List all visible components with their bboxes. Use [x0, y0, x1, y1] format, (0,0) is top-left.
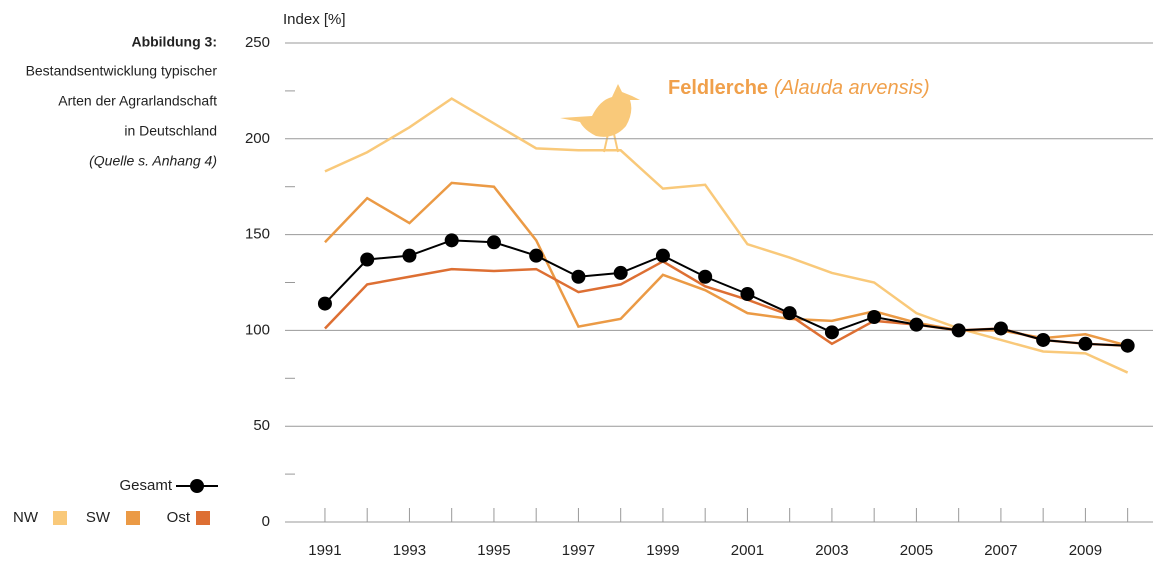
x-tick-label: 2009: [1069, 542, 1102, 559]
marker: [360, 253, 374, 267]
marker: [994, 321, 1008, 335]
y-tick-label: 0: [262, 513, 270, 530]
y-tick-label: 150: [245, 226, 270, 243]
legend-swatch: [53, 511, 67, 525]
x-tick-label: 2003: [815, 542, 848, 559]
x-tick-label: 1995: [477, 542, 510, 559]
caption-line: Bestandsentwicklung typischer: [26, 63, 218, 79]
caption-label: Abbildung 3:: [131, 34, 217, 50]
bird-icon: [560, 84, 640, 152]
title-italic: (Alauda arvensis): [774, 77, 930, 99]
marker: [698, 270, 712, 284]
marker: [1121, 339, 1135, 353]
marker: [740, 287, 754, 301]
x-tick-label: 1993: [393, 542, 426, 559]
x-tick-label: 1991: [308, 542, 341, 559]
x-tick-label: 2001: [731, 542, 764, 559]
y-tick-label: 50: [253, 417, 270, 434]
title-main: Feldlerche: [668, 77, 768, 99]
x-tick-label: 2005: [900, 542, 933, 559]
legend-label: Ost: [167, 509, 191, 526]
marker: [614, 266, 628, 280]
marker: [656, 249, 670, 263]
y-axis-label: Index [%]: [283, 11, 346, 28]
marker: [571, 270, 585, 284]
x-tick-label: 1999: [646, 542, 679, 559]
y-tick-label: 250: [245, 34, 270, 51]
series-line: [325, 183, 1128, 346]
legend-swatch: [126, 511, 140, 525]
marker: [867, 310, 881, 324]
marker: [1036, 333, 1050, 347]
x-tick-label: 1997: [562, 542, 595, 559]
marker: [402, 249, 416, 263]
legend-swatch: [190, 479, 204, 493]
marker: [783, 306, 797, 320]
legend-label: Gesamt: [119, 477, 172, 494]
x-tick-label: 2007: [984, 542, 1017, 559]
chart: Abbildung 3: Bestandsentwicklung typisch…: [0, 0, 1153, 563]
marker: [318, 297, 332, 311]
marker: [487, 235, 501, 249]
legend-label: NW: [13, 509, 39, 526]
marker: [1078, 337, 1092, 351]
caption-line: Arten der Agrarlandschaft: [58, 93, 217, 109]
caption-source: (Quelle s. Anhang 4): [89, 153, 217, 169]
legend-swatch: [196, 511, 210, 525]
legend-label: SW: [86, 509, 111, 526]
chart-title: Feldlerche (Alauda arvensis): [668, 77, 930, 99]
marker: [952, 323, 966, 337]
caption-line: in Deutschland: [124, 123, 217, 139]
bird-body: [560, 84, 640, 137]
marker: [529, 249, 543, 263]
y-tick-label: 200: [245, 130, 270, 147]
marker: [909, 318, 923, 332]
marker: [445, 233, 459, 247]
y-tick-label: 100: [245, 321, 270, 338]
series-line: [325, 261, 1128, 345]
marker: [825, 325, 839, 339]
